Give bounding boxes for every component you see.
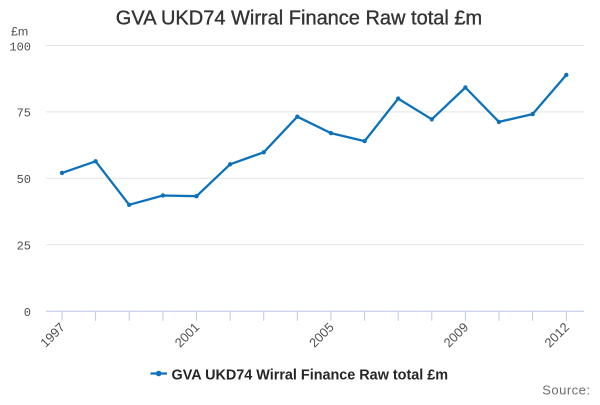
svg-text:25: 25: [17, 239, 31, 253]
svg-text:GVA UKD74 Wirral Finance Raw t: GVA UKD74 Wirral Finance Raw total £m: [172, 368, 449, 384]
svg-text:£m: £m: [11, 25, 28, 39]
svg-text:50: 50: [17, 173, 31, 187]
svg-text:75: 75: [17, 107, 31, 121]
svg-text:0: 0: [24, 306, 31, 320]
svg-text:100: 100: [9, 41, 31, 55]
svg-text:GVA UKD74 Wirral Finance Raw t: GVA UKD74 Wirral Finance Raw total £m: [116, 7, 482, 29]
svg-text:Source:: Source:: [542, 383, 590, 398]
